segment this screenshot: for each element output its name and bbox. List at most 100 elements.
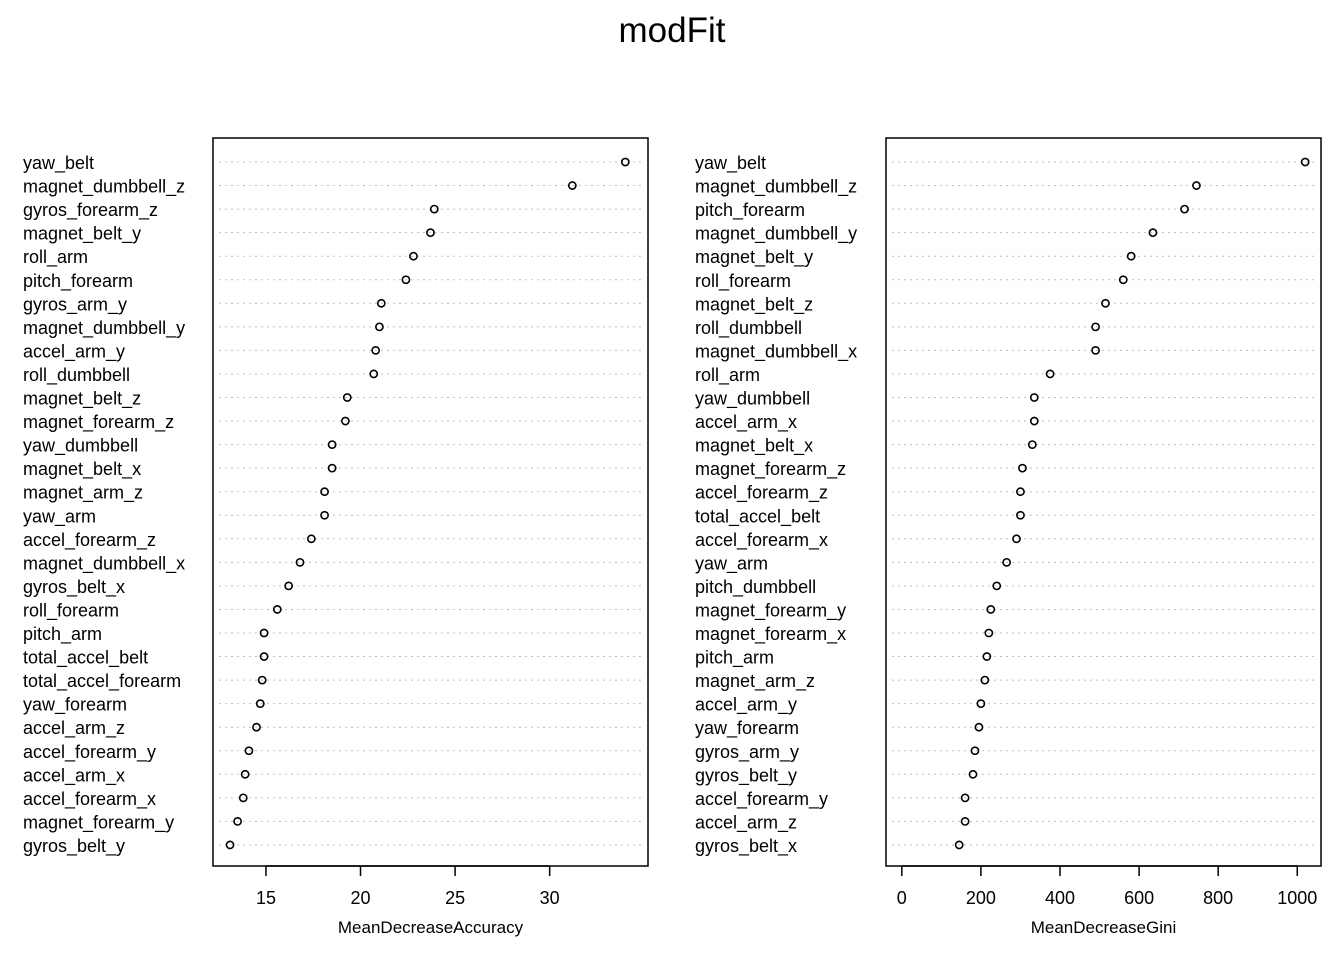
variable-label: magnet_dumbbell_y bbox=[23, 318, 185, 339]
data-point bbox=[1118, 275, 1128, 285]
data-point bbox=[968, 769, 978, 779]
data-point bbox=[974, 722, 984, 732]
data-point bbox=[369, 369, 379, 379]
data-point bbox=[320, 487, 329, 497]
data-point bbox=[327, 463, 337, 473]
panel-2: yaw_belt magnet_dumbbell_zpitch_forearmma… bbox=[695, 137, 1322, 937]
variable-label: yaw_arm bbox=[695, 553, 768, 574]
variable-label: accel_forearm_y bbox=[695, 789, 828, 810]
data-point bbox=[371, 345, 381, 355]
data-point bbox=[1045, 369, 1055, 379]
x-tick-label: 30 bbox=[540, 888, 560, 908]
data-point bbox=[970, 746, 980, 756]
data-point bbox=[252, 722, 261, 732]
data-point bbox=[306, 534, 316, 544]
variable-label: pitch_forearm bbox=[695, 200, 805, 221]
variable-label: pitch_arm bbox=[695, 648, 774, 669]
variable-label: accel_forearm_x bbox=[23, 789, 156, 810]
data-point bbox=[1016, 510, 1025, 520]
data-point bbox=[233, 817, 242, 826]
data-point bbox=[986, 605, 996, 614]
data-point bbox=[620, 157, 630, 167]
data-point bbox=[1091, 322, 1100, 332]
variable-label: yaw_dumbbell bbox=[23, 436, 138, 457]
data-point bbox=[1002, 557, 1012, 567]
variable-label: total_accel_forearm bbox=[23, 671, 181, 692]
variable-label: pitch_arm bbox=[23, 624, 102, 645]
data-point bbox=[409, 251, 418, 261]
data-point bbox=[960, 817, 970, 826]
x-tick-label: 25 bbox=[445, 888, 465, 908]
variable-label: magnet_belt_y bbox=[23, 224, 141, 245]
variable-label: pitch_dumbbell bbox=[695, 577, 816, 598]
x-axis-title: MeanDecreaseAccuracy bbox=[338, 918, 524, 937]
data-point bbox=[1180, 204, 1189, 214]
variable-label: magnet_forearm_y bbox=[695, 600, 846, 621]
data-point bbox=[992, 581, 1002, 591]
data-point bbox=[429, 204, 439, 214]
data-point bbox=[376, 298, 386, 308]
data-point bbox=[1091, 345, 1100, 355]
x-tick-label: 15 bbox=[256, 888, 276, 908]
data-point bbox=[960, 793, 970, 803]
variable-label: roll_arm bbox=[695, 365, 760, 386]
plot-frame bbox=[885, 137, 1322, 867]
panel-1: yaw_belt magnet_dumbbell_zgyros_forearm_z… bbox=[23, 137, 649, 937]
data-point bbox=[1018, 463, 1027, 473]
data-point bbox=[375, 322, 384, 332]
x-tick-label: 200 bbox=[966, 888, 996, 908]
data-point bbox=[567, 181, 577, 190]
variable-label: roll_arm bbox=[23, 247, 88, 268]
x-tick-label: 400 bbox=[1045, 888, 1075, 908]
data-point bbox=[295, 557, 305, 567]
variable-label: yaw_forearm bbox=[23, 695, 127, 716]
variable-label: yaw_dumbbell bbox=[695, 389, 810, 410]
variable-label: roll_dumbbell bbox=[23, 365, 130, 386]
chart-title: modFit bbox=[619, 11, 726, 50]
data-point bbox=[272, 605, 282, 614]
variable-label: magnet_dumbbell_y bbox=[695, 224, 857, 245]
x-axis-title: MeanDecreaseGini bbox=[1031, 918, 1177, 937]
data-point bbox=[1148, 228, 1158, 238]
variable-label: accel_arm_x bbox=[695, 412, 797, 433]
variable-label: accel_arm_y bbox=[23, 341, 125, 362]
data-point bbox=[1192, 181, 1201, 190]
data-point bbox=[982, 652, 992, 661]
variable-label: roll_forearm bbox=[695, 271, 791, 292]
variable-label: gyros_forearm_z bbox=[23, 200, 158, 221]
data-point bbox=[1101, 298, 1110, 308]
data-point bbox=[401, 275, 411, 285]
x-tick-label: 600 bbox=[1124, 888, 1154, 908]
variable-label: magnet_belt_z bbox=[695, 294, 813, 315]
data-point bbox=[1300, 157, 1310, 167]
variable-label: magnet_forearm_z bbox=[695, 459, 846, 480]
variable-label: magnet_belt_y bbox=[695, 247, 813, 268]
data-point bbox=[259, 628, 269, 638]
variable-label: gyros_belt_x bbox=[695, 836, 797, 857]
variable-label: gyros_belt_y bbox=[695, 765, 797, 786]
data-point bbox=[984, 628, 994, 638]
data-point bbox=[244, 746, 254, 756]
data-point bbox=[238, 793, 248, 803]
variable-label: gyros_arm_y bbox=[23, 294, 127, 315]
variable-label: gyros_belt_y bbox=[23, 836, 125, 857]
variable-label: magnet_forearm_x bbox=[695, 624, 846, 645]
variable-label: yaw_arm bbox=[23, 506, 96, 527]
variable-label: yaw_forearm bbox=[695, 718, 799, 739]
variable-label: accel_arm_z bbox=[23, 718, 125, 739]
data-point bbox=[284, 581, 294, 591]
data-point bbox=[980, 675, 990, 685]
data-point bbox=[1029, 416, 1039, 426]
variable-label: accel_forearm_x bbox=[695, 530, 828, 551]
data-point bbox=[225, 840, 235, 850]
variable-label: gyros_arm_y bbox=[695, 742, 799, 763]
data-point bbox=[976, 699, 986, 709]
variable-label: total_accel_belt bbox=[23, 648, 148, 669]
data-point bbox=[240, 769, 250, 779]
data-point bbox=[255, 699, 265, 709]
variable-label: yaw_belt bbox=[695, 153, 766, 174]
data-point bbox=[259, 652, 269, 661]
variable-label: magnet_belt_z bbox=[23, 389, 141, 410]
data-point bbox=[1027, 440, 1037, 449]
